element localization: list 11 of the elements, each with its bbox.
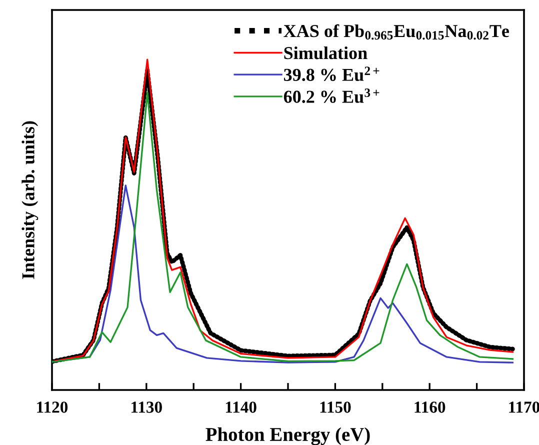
x-tick-label: 1140 xyxy=(226,402,256,413)
y-axis-title: Intensity (arb. units) xyxy=(22,121,38,279)
x-tick-label: 1150 xyxy=(320,402,351,413)
x-tick-label: 1120 xyxy=(37,402,68,413)
legend-label: 60.2 % Eu$^{3+}$ xyxy=(284,88,380,103)
legend-label: 39.8 % Eu$^{2+}$ xyxy=(284,66,380,82)
legend-label: Simulation xyxy=(284,46,368,60)
legend-label: XAS of Pb$_{0.965}$Eu$_{0.015}$Na$_{0.02}$Te xyxy=(284,24,509,40)
x-axis-title: Photon Energy (eV) xyxy=(206,427,370,445)
x-tick-label: 1130 xyxy=(132,402,162,413)
x-tick-label: 1160 xyxy=(414,402,446,413)
